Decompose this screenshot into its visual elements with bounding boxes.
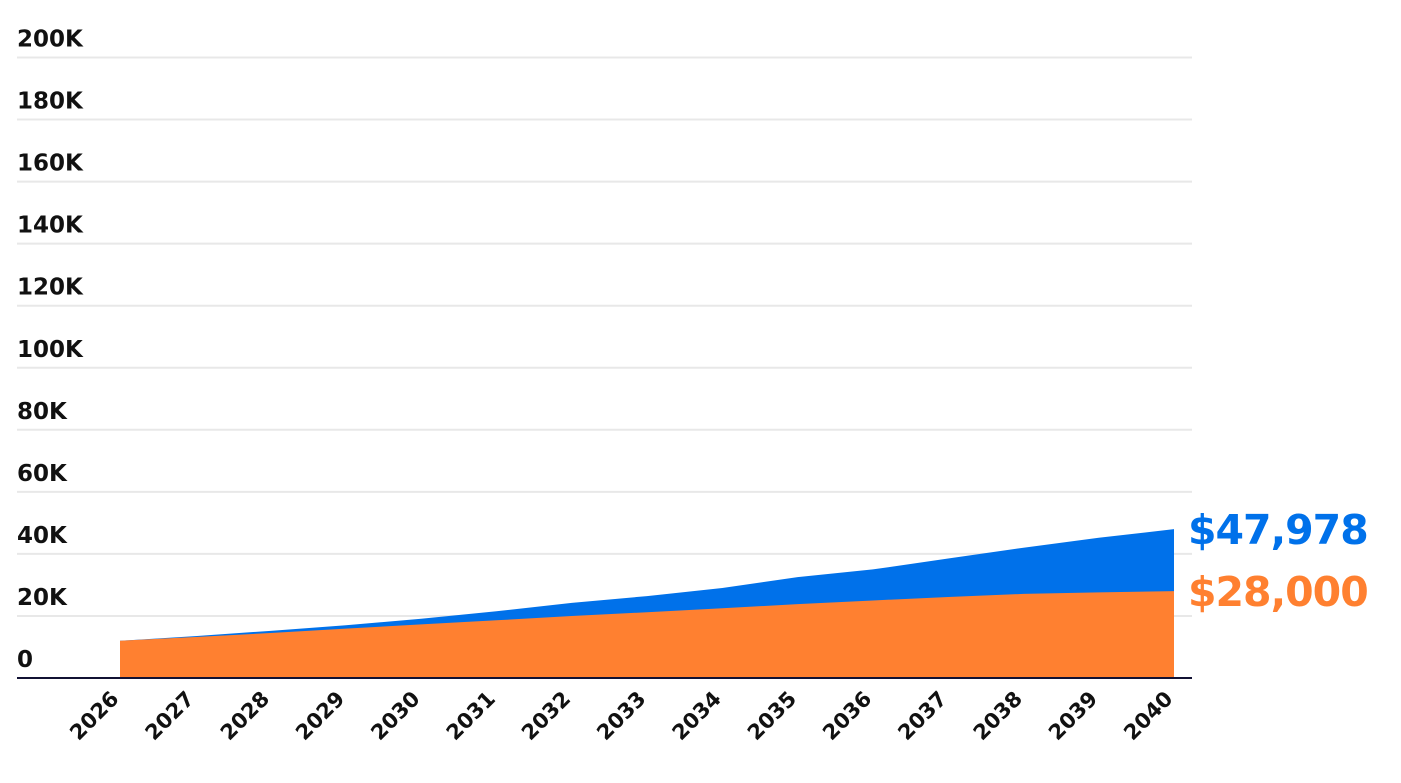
x-tick-label: 2028 bbox=[216, 687, 274, 745]
x-tick-label: 2036 bbox=[818, 687, 876, 745]
y-tick-label: 80K bbox=[17, 399, 68, 425]
x-tick-label: 2026 bbox=[65, 687, 123, 745]
x-tick-label: 2040 bbox=[1119, 687, 1177, 745]
series-area bbox=[120, 591, 1174, 678]
x-tick-label: 2027 bbox=[141, 687, 199, 745]
y-tick-label: 60K bbox=[17, 461, 68, 487]
series-end-labels: $47,978 $28,000 bbox=[1188, 506, 1369, 616]
x-tick-label: 2030 bbox=[366, 687, 424, 745]
x-axis-tick-labels: 2026 2027 2028 2029 2030 2031 2032 2033 2034 2035… bbox=[65, 687, 1177, 745]
y-tick-label: 40K bbox=[17, 523, 68, 549]
y-tick-label: 200K bbox=[17, 27, 84, 53]
y-tick-label: 180K bbox=[17, 89, 84, 115]
x-tick-label: 2035 bbox=[743, 687, 801, 745]
x-tick-label: 2031 bbox=[442, 687, 500, 745]
y-tick-label: 0 bbox=[17, 647, 33, 673]
y-tick-label: 160K bbox=[17, 151, 84, 177]
grid-lines bbox=[17, 56, 1192, 617]
y-tick-label: 120K bbox=[17, 275, 84, 301]
y-axis-tick-labels: 0 20K 40K 60K 80K 100K 120K 140K 160K 180K 200K bbox=[17, 27, 84, 674]
y-tick-label: 100K bbox=[17, 337, 84, 363]
x-tick-label: 2032 bbox=[517, 687, 575, 745]
y-tick-label: 20K bbox=[17, 585, 68, 611]
x-tick-label: 2029 bbox=[291, 687, 349, 745]
x-tick-label: 2037 bbox=[893, 687, 951, 745]
x-tick-label: 2038 bbox=[969, 687, 1027, 745]
x-tick-label: 2034 bbox=[668, 687, 726, 745]
area-series bbox=[120, 529, 1174, 678]
x-tick-label: 2039 bbox=[1044, 687, 1102, 745]
series-end-label: $28,000 bbox=[1188, 568, 1368, 616]
x-tick-label: 2033 bbox=[592, 687, 650, 745]
series-end-label: $47,978 bbox=[1188, 506, 1368, 554]
y-tick-label: 140K bbox=[17, 213, 84, 239]
